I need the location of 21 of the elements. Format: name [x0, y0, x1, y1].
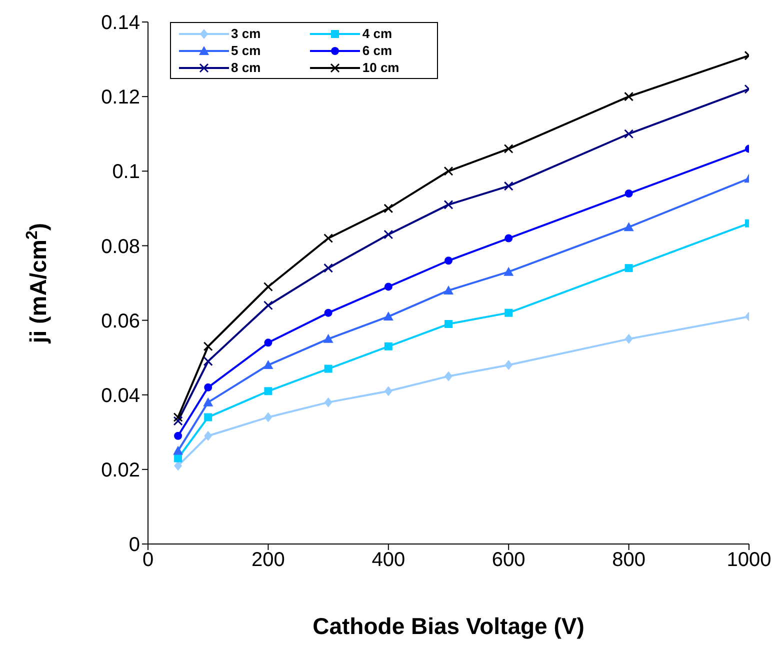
x-tick-label: 400	[372, 549, 406, 572]
y-tick-label: 0.04	[101, 384, 140, 407]
y-tick-label: 0.02	[101, 460, 140, 482]
legend-label: 6 cm	[362, 43, 392, 58]
x-axis-title: Cathode Bias Voltage (V)	[312, 613, 584, 639]
y-tick-label: 0.12	[101, 86, 140, 109]
legend-label: 8 cm	[231, 60, 261, 75]
legend-label: 10 cm	[362, 60, 400, 75]
y-tick-label: 0	[128, 534, 140, 556]
y-tick-label: 0.08	[101, 236, 140, 258]
x-tick-label: 200	[252, 549, 285, 572]
x-tick-label: 600	[492, 549, 526, 572]
x-tick-label: 1000	[726, 549, 772, 572]
x-tick-label: 800	[612, 549, 646, 572]
legend-label: 4 cm	[362, 26, 392, 41]
legend-label: 3 cm	[231, 26, 261, 41]
y-tick-label: 0.06	[101, 310, 140, 332]
x-tick-label: 0	[142, 549, 154, 572]
y-tick-label: 0.1	[112, 161, 140, 184]
legend-label: 5 cm	[231, 43, 261, 58]
y-tick-label: 0.14	[101, 12, 140, 34]
